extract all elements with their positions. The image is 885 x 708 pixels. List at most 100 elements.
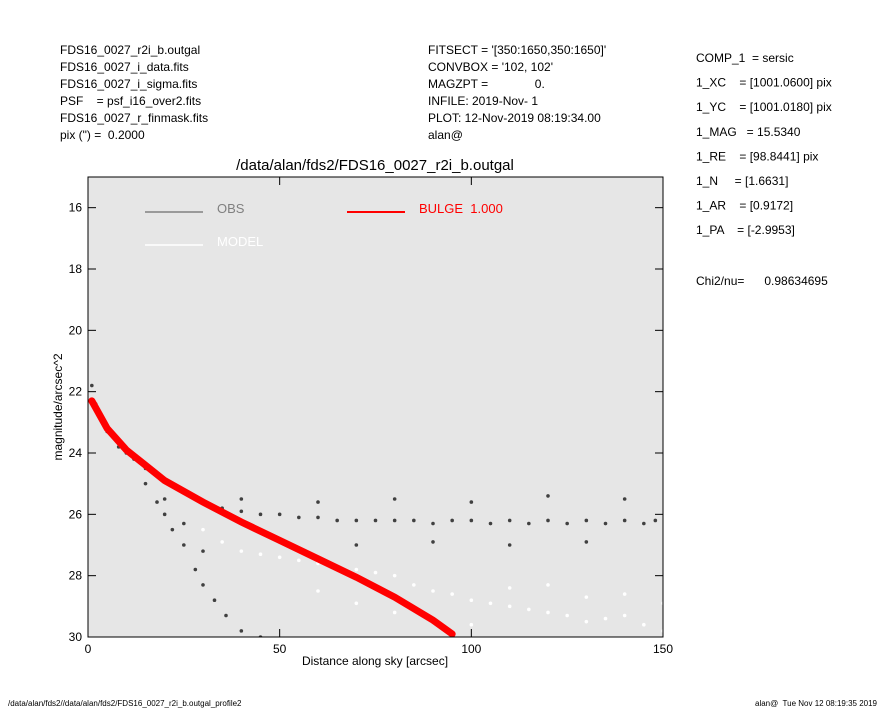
data-point: [239, 629, 244, 633]
y-tick-label: 22: [69, 385, 83, 399]
data-point: [469, 622, 474, 627]
data-point: [170, 527, 175, 532]
y-tick-label: 16: [69, 201, 83, 215]
data-point: [546, 518, 550, 523]
header-left-line: FDS16_0027_r_finmask.fits: [60, 111, 208, 125]
data-point: [622, 518, 627, 523]
data-point: [392, 573, 397, 578]
data-point: [622, 613, 627, 618]
data-point: [431, 589, 435, 593]
data-point: [507, 586, 512, 590]
data-point: [201, 549, 205, 553]
data-point: [182, 521, 186, 526]
header-middle-line: PLOT: 12-Nov-2019 08:19:34.00: [428, 111, 601, 125]
y-tick-label: 20: [69, 323, 83, 337]
y-tick-label: 18: [69, 262, 83, 276]
header-right-line: 1_YC = [1001.0180] pix: [696, 100, 832, 114]
header-right-line: 1_RE = [98.8441] pix: [696, 149, 818, 163]
header-middle-line: MAGZPT = 0.: [428, 77, 545, 91]
data-point: [193, 567, 198, 572]
footer-right: alan@ Tue Nov 12 08:19:35 2019: [755, 699, 878, 708]
x-tick-label: 100: [461, 642, 481, 656]
data-point: [258, 512, 263, 517]
header-right-line: 1_XC = [1001.0600] pix: [696, 76, 832, 90]
data-point: [622, 497, 627, 501]
data-point: [469, 518, 474, 523]
data-point: [584, 619, 589, 624]
data-point: [392, 518, 397, 523]
y-axis-label: magnitude/arcsec^2: [51, 353, 65, 460]
data-point: [488, 521, 493, 526]
data-point: [584, 518, 589, 523]
data-point: [143, 481, 148, 486]
data-point: [450, 518, 454, 523]
data-point: [373, 518, 378, 523]
legend-label: OBS: [217, 201, 245, 216]
header-middle-line: CONVBOX = '102, 102': [428, 60, 553, 74]
data-point: [546, 494, 550, 498]
data-point: [412, 518, 416, 523]
data-point: [162, 497, 167, 501]
header-left-line: PSF = psf_i16_over2.fits: [60, 94, 201, 108]
legend-label: MODEL: [217, 234, 263, 249]
data-point: [642, 622, 646, 627]
data-point: [239, 509, 244, 514]
data-point: [239, 549, 244, 553]
data-point: [392, 610, 397, 615]
header-right-line: 1_AR = [0.9172]: [696, 199, 793, 213]
header-right-line: 1_N = [1.6631]: [696, 174, 788, 188]
data-point: [431, 521, 435, 526]
header-left-line: FDS16_0027_i_sigma.fits: [60, 77, 197, 91]
data-point: [488, 601, 493, 606]
x-tick-label: 150: [653, 642, 673, 656]
data-point: [412, 583, 416, 587]
chart-title: /data/alan/fds2/FDS16_0027_r2i_b.outgal: [236, 157, 514, 174]
data-point: [354, 601, 359, 606]
data-point: [546, 610, 550, 615]
data-point: [603, 521, 608, 526]
data-point: [603, 616, 608, 621]
data-point: [212, 598, 217, 602]
plot-frame: [87, 176, 664, 638]
data-point: [316, 500, 320, 504]
data-point: [316, 515, 320, 520]
x-tick-label: 50: [273, 642, 287, 656]
x-tick-label: 0: [85, 642, 92, 656]
header-right-line: 1_MAG = 15.5340: [696, 125, 801, 139]
data-point: [354, 543, 359, 547]
data-point: [392, 497, 397, 501]
legend-label: BULGE 1.000: [419, 201, 503, 216]
data-point: [277, 555, 282, 560]
data-point: [220, 540, 224, 544]
data-point: [258, 552, 263, 556]
data-point: [224, 613, 228, 618]
header-right-line: 1_PA = [-2.9953]: [696, 223, 795, 237]
chi2: Chi2/nu= 0.98634695: [696, 274, 828, 288]
plot-background: [88, 177, 663, 637]
data-point: [354, 567, 359, 572]
header-left-line: FDS16_0027_r2i_b.outgal: [60, 43, 200, 57]
data-point: [507, 604, 512, 609]
data-point: [316, 589, 320, 593]
header-left-line: pix (") = 0.2000: [60, 128, 145, 142]
header-middle-line: alan@: [428, 128, 463, 142]
data-point: [653, 518, 658, 523]
footer-left: /data/alan/fds2//data/alan/fds2/FDS16_00…: [8, 699, 242, 708]
data-point: [565, 613, 569, 618]
data-point: [622, 592, 627, 596]
data-point: [546, 583, 550, 587]
data-point: [373, 570, 378, 575]
y-tick-label: 24: [69, 446, 83, 460]
data-point: [354, 518, 359, 523]
data-point: [527, 521, 531, 526]
data-point: [297, 558, 301, 563]
data-point: [450, 592, 454, 596]
data-point: [201, 527, 205, 532]
plot-layer: [88, 383, 663, 637]
header-middle-line: INFILE: 2019-Nov- 1: [428, 94, 538, 108]
data-point: [584, 595, 589, 599]
data-point: [335, 518, 339, 523]
data-point: [182, 543, 186, 547]
header-right-line: COMP_1 = sersic: [696, 51, 794, 65]
data-point: [584, 540, 589, 544]
